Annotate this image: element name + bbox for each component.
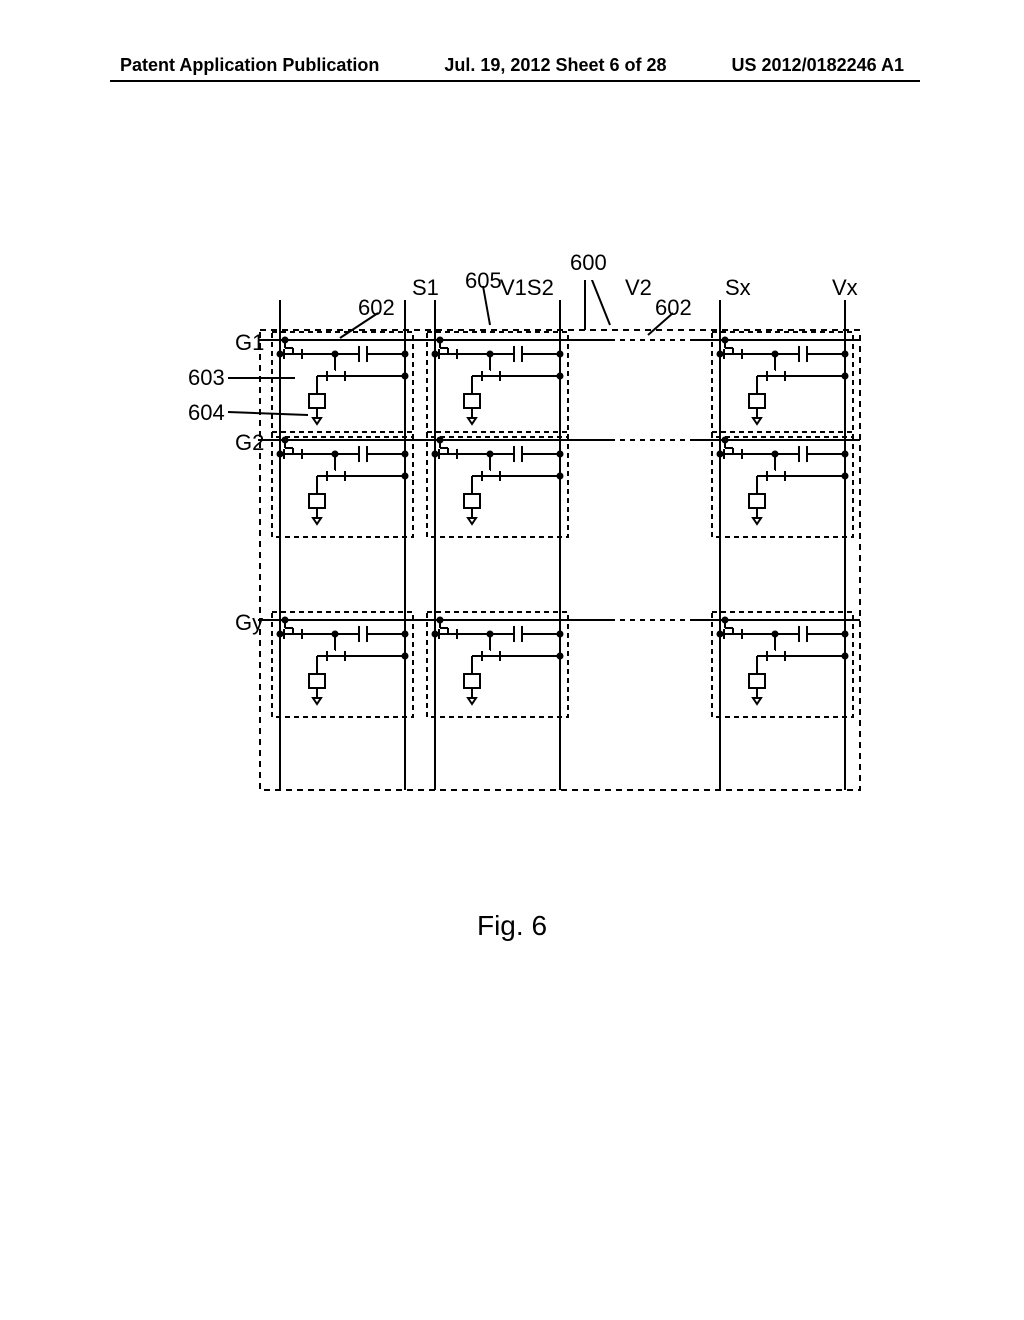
header-publication-number: US 2012/0182246 A1 bbox=[732, 55, 904, 76]
header-publication-type: Patent Application Publication bbox=[120, 55, 379, 76]
page-header: Patent Application Publication Jul. 19, … bbox=[0, 55, 1024, 76]
figure-caption: Fig. 6 bbox=[0, 910, 1024, 942]
circuit-diagram: 600 605 602 602 603 604 S1 V1S2 V2 Sx Vx… bbox=[180, 280, 880, 820]
header-date-sheet: Jul. 19, 2012 Sheet 6 of 28 bbox=[444, 55, 666, 76]
circuit-svg bbox=[180, 280, 880, 820]
header-divider bbox=[110, 80, 920, 82]
ref-600: 600 bbox=[570, 250, 607, 276]
